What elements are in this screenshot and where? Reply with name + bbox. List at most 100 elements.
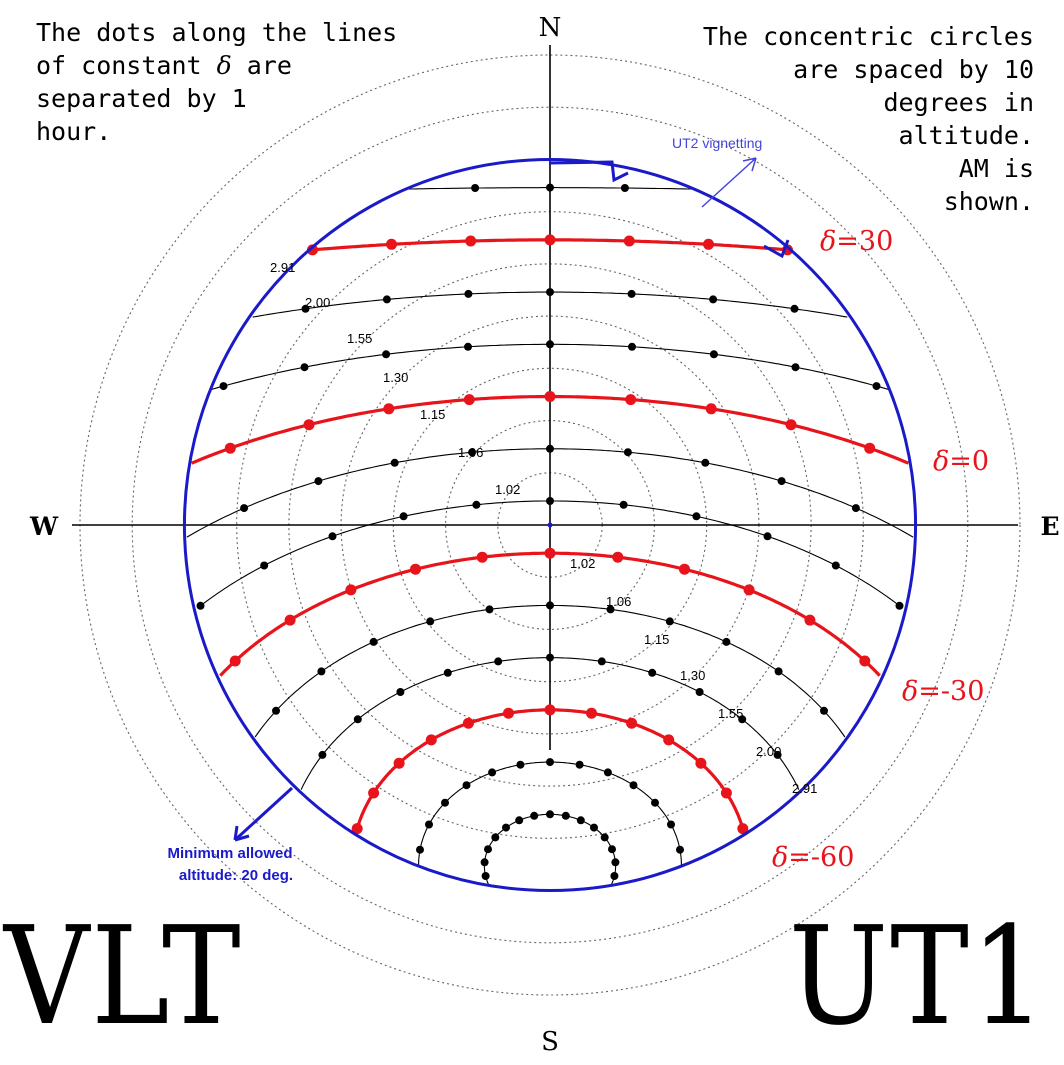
airmass-label-south-2: 1.15 [644, 632, 669, 647]
hour-dot-11-15 [462, 781, 471, 790]
airmass-label-south-5: 2.00 [756, 744, 781, 759]
hour-dot-4-10 [705, 403, 717, 415]
hour-dot-9-15 [396, 688, 405, 696]
hour-dot-11-11 [575, 760, 584, 769]
hour-dot-7-7 [859, 655, 871, 667]
hour-dot-10-8 [695, 757, 707, 769]
delta-symbol: δ [772, 842, 788, 873]
airmass-label-north-5: 1.06 [458, 445, 483, 460]
compass-east: E [1040, 512, 1059, 541]
hour-dot-12-14 [515, 816, 524, 825]
delta-symbol: δ [933, 446, 949, 477]
hour-dot-10-18 [351, 823, 363, 835]
airmass-label-south-0: 1.02 [570, 556, 595, 571]
hour-dot-12-13 [530, 811, 539, 820]
hour-dot-3-9 [791, 363, 800, 372]
hour-dot-9-8 [738, 715, 747, 724]
hour-dot-12-11 [561, 811, 570, 820]
hour-dot-5-12 [546, 444, 554, 453]
hour-dot-6-13 [472, 500, 481, 509]
airmass-label-north-1: 2.00 [305, 295, 330, 310]
minimum-altitude-boundary [182, 157, 918, 892]
hour-dot-5-16 [240, 504, 249, 513]
dec-label-0: δ=0 [933, 446, 989, 477]
hour-dot-3-10 [709, 350, 718, 359]
airmass-label-north-3: 1.30 [383, 370, 408, 385]
hour-dot-12-7 [608, 845, 616, 854]
hour-dot-7-16 [284, 614, 296, 626]
airmass-label-south-3: 1.30 [680, 668, 705, 683]
hour-dot-4-9 [785, 419, 797, 431]
hour-dot-3-16 [219, 382, 228, 391]
min-altitude-arrow-head [233, 825, 250, 842]
hour-dot-12-6 [611, 858, 620, 867]
hour-dot-2-12 [546, 288, 554, 297]
hour-dot-11-16 [441, 798, 449, 807]
hour-dot-11-10 [603, 768, 612, 777]
telescope-name-right: UT1 [788, 896, 1048, 1056]
hour-dot-1-15 [307, 244, 318, 256]
hour-dot-10-10 [626, 717, 638, 729]
telescope-name-left: VLT [4, 896, 243, 1056]
hour-dot-11-12 [546, 758, 554, 767]
hour-dot-4-13 [463, 394, 475, 406]
hour-dot-3-14 [382, 350, 391, 359]
hour-dot-9-14 [443, 668, 452, 677]
hour-dot-8-13 [485, 605, 494, 614]
hour-dot-2-13 [464, 289, 473, 298]
dec-value: =-60 [788, 842, 854, 873]
hour-dot-2-14 [382, 295, 391, 304]
hour-dot-12-17 [484, 845, 492, 854]
hour-dot-9-11 [597, 657, 606, 666]
hour-dot-7-11 [612, 551, 624, 563]
hour-dot-8-15 [369, 637, 378, 646]
hour-dot-6-16 [260, 561, 269, 570]
hour-dot-9-12 [546, 653, 554, 662]
declination-labels: δ=30δ=0δ=-30δ=-60 [772, 226, 989, 873]
hour-dot-11-14 [488, 768, 497, 777]
delta-symbol: δ [902, 676, 918, 707]
hour-dot-4-15 [303, 419, 315, 431]
airmass-label-south-1: 1.06 [606, 594, 631, 609]
hour-dot-10-13 [503, 707, 514, 719]
circles-note: The concentric circles are spaced by 10 … [702, 22, 1034, 216]
hour-dot-6-14 [399, 512, 408, 521]
hour-dot-5-13 [468, 448, 477, 457]
hour-dot-5-9 [777, 477, 786, 486]
compass-west: W [29, 512, 59, 541]
compass-north: N [539, 13, 562, 43]
min-altitude-arrow [233, 786, 294, 842]
hour-dot-2-10 [709, 295, 718, 304]
dec-value: =30 [836, 226, 893, 257]
hour-dot-12-15 [502, 823, 510, 832]
hour-dot-2-9 [790, 304, 799, 313]
hour-dot-12-10 [576, 816, 585, 825]
hour-dot-5-15 [314, 477, 323, 486]
hour-dot-12-18 [480, 858, 489, 867]
hour-dot-8-14 [426, 617, 435, 626]
hour-dot-3-13 [464, 342, 472, 351]
hour-dot-6-15 [328, 532, 337, 541]
hour-dot-12-9 [590, 823, 598, 832]
hour-dot-7-10 [679, 563, 690, 575]
hour-dot-11-6 [676, 845, 684, 854]
hour-dot-8-10 [665, 617, 674, 626]
hour-dot-10-14 [462, 717, 474, 729]
hour-dot-9-10 [648, 668, 657, 677]
hour-dot-2-15 [301, 304, 310, 313]
hour-dot-11-8 [651, 798, 659, 807]
vignetting-arrow-head [742, 157, 757, 172]
hour-dot-11-13 [516, 760, 525, 769]
hour-dot-6-12 [546, 497, 554, 505]
hour-dot-5-8 [851, 504, 860, 513]
hour-dot-4-14 [383, 403, 395, 415]
hour-dot-12-19 [481, 872, 490, 880]
hour-dot-10-6 [737, 823, 749, 835]
hour-dot-1-12 [544, 234, 556, 246]
airmass-label-north-2: 1.55 [347, 331, 372, 346]
hour-dot-8-17 [272, 706, 280, 715]
hour-dot-10-7 [720, 787, 732, 799]
hour-dot-6-9 [763, 532, 772, 541]
hour-dot-3-15 [300, 363, 309, 372]
